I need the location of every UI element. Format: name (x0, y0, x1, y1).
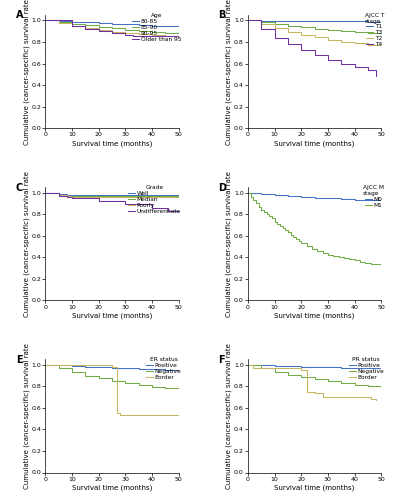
X-axis label: Survival time (months): Survival time (months) (72, 312, 152, 319)
X-axis label: Survival time (months): Survival time (months) (274, 140, 355, 146)
Y-axis label: Cumulative (cancer-specific) survival rate: Cumulative (cancer-specific) survival ra… (23, 0, 30, 144)
Y-axis label: Cumulative (cancer-specific) survival rate: Cumulative (cancer-specific) survival ra… (23, 343, 30, 489)
Y-axis label: Cumulative (cancer-specific) survival rate: Cumulative (cancer-specific) survival ra… (226, 0, 232, 144)
Legend: M0, M1: M0, M1 (363, 185, 384, 208)
Text: E: E (16, 354, 22, 364)
Legend: 80-85, 85-90, 90-95, Older than 95: 80-85, 85-90, 90-95, Older than 95 (132, 12, 181, 42)
X-axis label: Survival time (months): Survival time (months) (274, 312, 355, 319)
X-axis label: Survival time (months): Survival time (months) (72, 484, 152, 491)
Y-axis label: Cumulative (cancer-specific) survival rate: Cumulative (cancer-specific) survival ra… (226, 171, 232, 316)
Text: A: A (16, 10, 23, 20)
Text: F: F (219, 354, 225, 364)
X-axis label: Survival time (months): Survival time (months) (72, 140, 152, 146)
Legend: Positive, Negative, Border: Positive, Negative, Border (349, 357, 384, 380)
Legend: Well, Median, Poorly, Undifferentiate: Well, Median, Poorly, Undifferentiate (129, 185, 181, 214)
Text: B: B (219, 10, 226, 20)
Y-axis label: Cumulative (cancer-specific) survival rate: Cumulative (cancer-specific) survival ra… (226, 343, 232, 489)
Text: D: D (219, 182, 226, 192)
Legend: Positive, Negative, Border: Positive, Negative, Border (146, 357, 181, 380)
Y-axis label: Cumulative (cancer-specific) survival rate: Cumulative (cancer-specific) survival ra… (23, 171, 30, 316)
X-axis label: Survival time (months): Survival time (months) (274, 484, 355, 491)
Text: C: C (16, 182, 23, 192)
Legend: T1, T3, T2, T4: T1, T3, T2, T4 (364, 12, 384, 48)
